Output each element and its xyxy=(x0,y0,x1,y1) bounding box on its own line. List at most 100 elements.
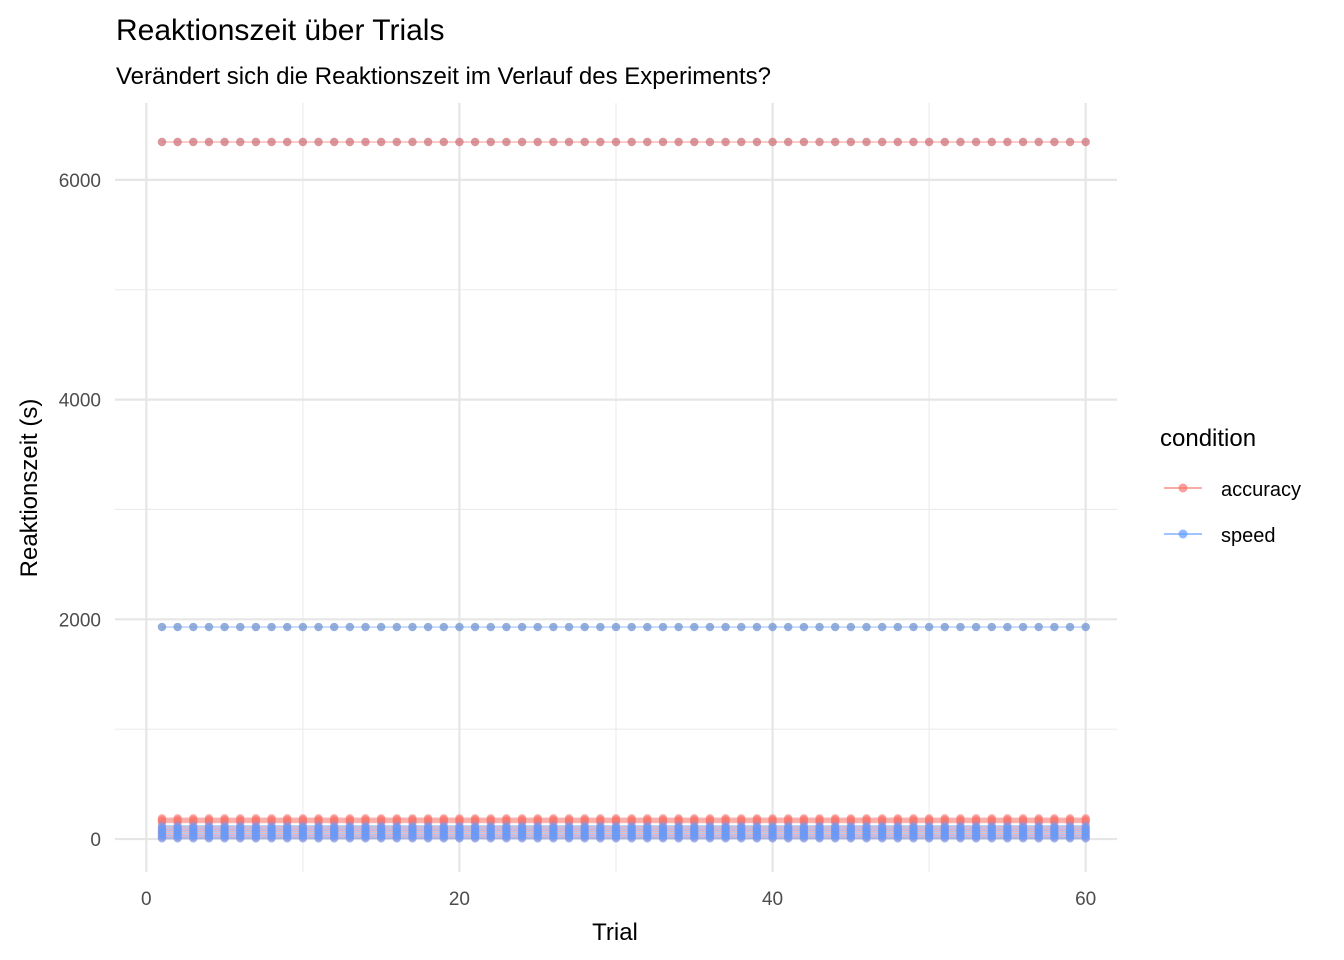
data-point xyxy=(721,137,730,147)
legend-items: accuracy speed xyxy=(1164,479,1301,547)
data-point xyxy=(220,622,229,632)
data-point xyxy=(877,834,887,843)
data-point xyxy=(439,622,448,632)
data-point xyxy=(627,137,636,147)
plot-grid xyxy=(115,103,1117,872)
legend-point xyxy=(1178,529,1188,539)
data-point xyxy=(737,137,746,147)
data-point xyxy=(596,622,605,632)
data-point xyxy=(486,834,495,843)
data-point xyxy=(1065,137,1075,147)
data-point xyxy=(893,137,903,147)
data-point xyxy=(1034,834,1043,843)
data-point xyxy=(674,834,683,843)
data-point xyxy=(376,834,386,843)
data-point xyxy=(533,622,542,632)
data-point xyxy=(611,834,621,843)
data-point xyxy=(752,622,762,632)
data-point xyxy=(173,137,182,147)
data-point xyxy=(502,834,511,843)
data-point xyxy=(658,137,668,147)
series-overlay xyxy=(157,137,1090,147)
data-point xyxy=(1050,834,1059,843)
data-point xyxy=(1034,137,1043,147)
data-point xyxy=(784,622,793,632)
data-point xyxy=(564,137,574,147)
data-point xyxy=(533,834,542,843)
data-point xyxy=(204,834,214,843)
data-point xyxy=(173,622,182,632)
data-point xyxy=(1003,622,1012,632)
data-point xyxy=(251,834,261,843)
data-point xyxy=(846,622,856,632)
data-point xyxy=(987,834,996,843)
data-point xyxy=(314,834,323,843)
data-point xyxy=(157,622,167,632)
data-point xyxy=(862,622,871,632)
data-point xyxy=(940,137,949,147)
data-point xyxy=(846,834,856,843)
data-point xyxy=(768,834,777,843)
y-tick-label: 2000 xyxy=(59,610,101,631)
data-point xyxy=(924,834,934,843)
data-point xyxy=(611,137,621,147)
data-point xyxy=(517,137,527,147)
data-point xyxy=(705,137,715,147)
legend-label: speed xyxy=(1221,525,1276,547)
data-point xyxy=(455,622,464,632)
data-point xyxy=(705,622,715,632)
data-point xyxy=(423,622,433,632)
data-point xyxy=(924,622,934,632)
data-point xyxy=(345,834,355,843)
data-point xyxy=(517,834,527,843)
data-point xyxy=(752,834,762,843)
data-point xyxy=(987,622,996,632)
data-point xyxy=(721,622,730,632)
data-point xyxy=(596,834,605,843)
data-point xyxy=(439,834,448,843)
data-point xyxy=(658,834,668,843)
data-point xyxy=(236,622,245,632)
data-point xyxy=(737,622,746,632)
data-point xyxy=(580,137,589,147)
data-point xyxy=(564,622,574,632)
y-tick-label: 0 xyxy=(90,830,101,851)
data-point xyxy=(486,622,495,632)
data-point xyxy=(987,137,996,147)
data-point xyxy=(345,622,355,632)
y-axis-label: Reaktionszeit (s) xyxy=(16,399,43,578)
data-point xyxy=(1050,137,1059,147)
data-point xyxy=(1050,622,1059,632)
data-point xyxy=(1065,622,1075,632)
series-overlay xyxy=(157,622,1090,632)
data-point xyxy=(877,622,887,632)
data-point xyxy=(971,622,981,632)
data-point xyxy=(690,622,699,632)
data-point xyxy=(658,622,668,632)
data-point xyxy=(283,137,292,147)
data-point xyxy=(564,834,574,843)
data-point xyxy=(220,834,229,843)
data-point xyxy=(267,137,276,147)
x-tick-label: 0 xyxy=(141,889,152,910)
data-point xyxy=(1003,834,1012,843)
data-point xyxy=(596,137,605,147)
data-point xyxy=(940,834,949,843)
data-point xyxy=(1018,622,1028,632)
data-point xyxy=(408,622,417,632)
y-tick-label: 4000 xyxy=(59,391,101,412)
data-point xyxy=(423,834,433,843)
data-point xyxy=(971,834,981,843)
data-point xyxy=(1081,622,1090,632)
data-point xyxy=(956,622,965,632)
data-point xyxy=(549,622,558,632)
legend-item-speed: speed xyxy=(1164,525,1276,547)
data-point xyxy=(611,622,621,632)
data-point xyxy=(1018,834,1028,843)
data-point xyxy=(1018,137,1028,147)
data-point xyxy=(502,622,511,632)
data-point xyxy=(314,622,323,632)
data-point xyxy=(236,137,245,147)
data-point xyxy=(376,137,386,147)
legend: condition accuracy speed xyxy=(1160,425,1301,547)
